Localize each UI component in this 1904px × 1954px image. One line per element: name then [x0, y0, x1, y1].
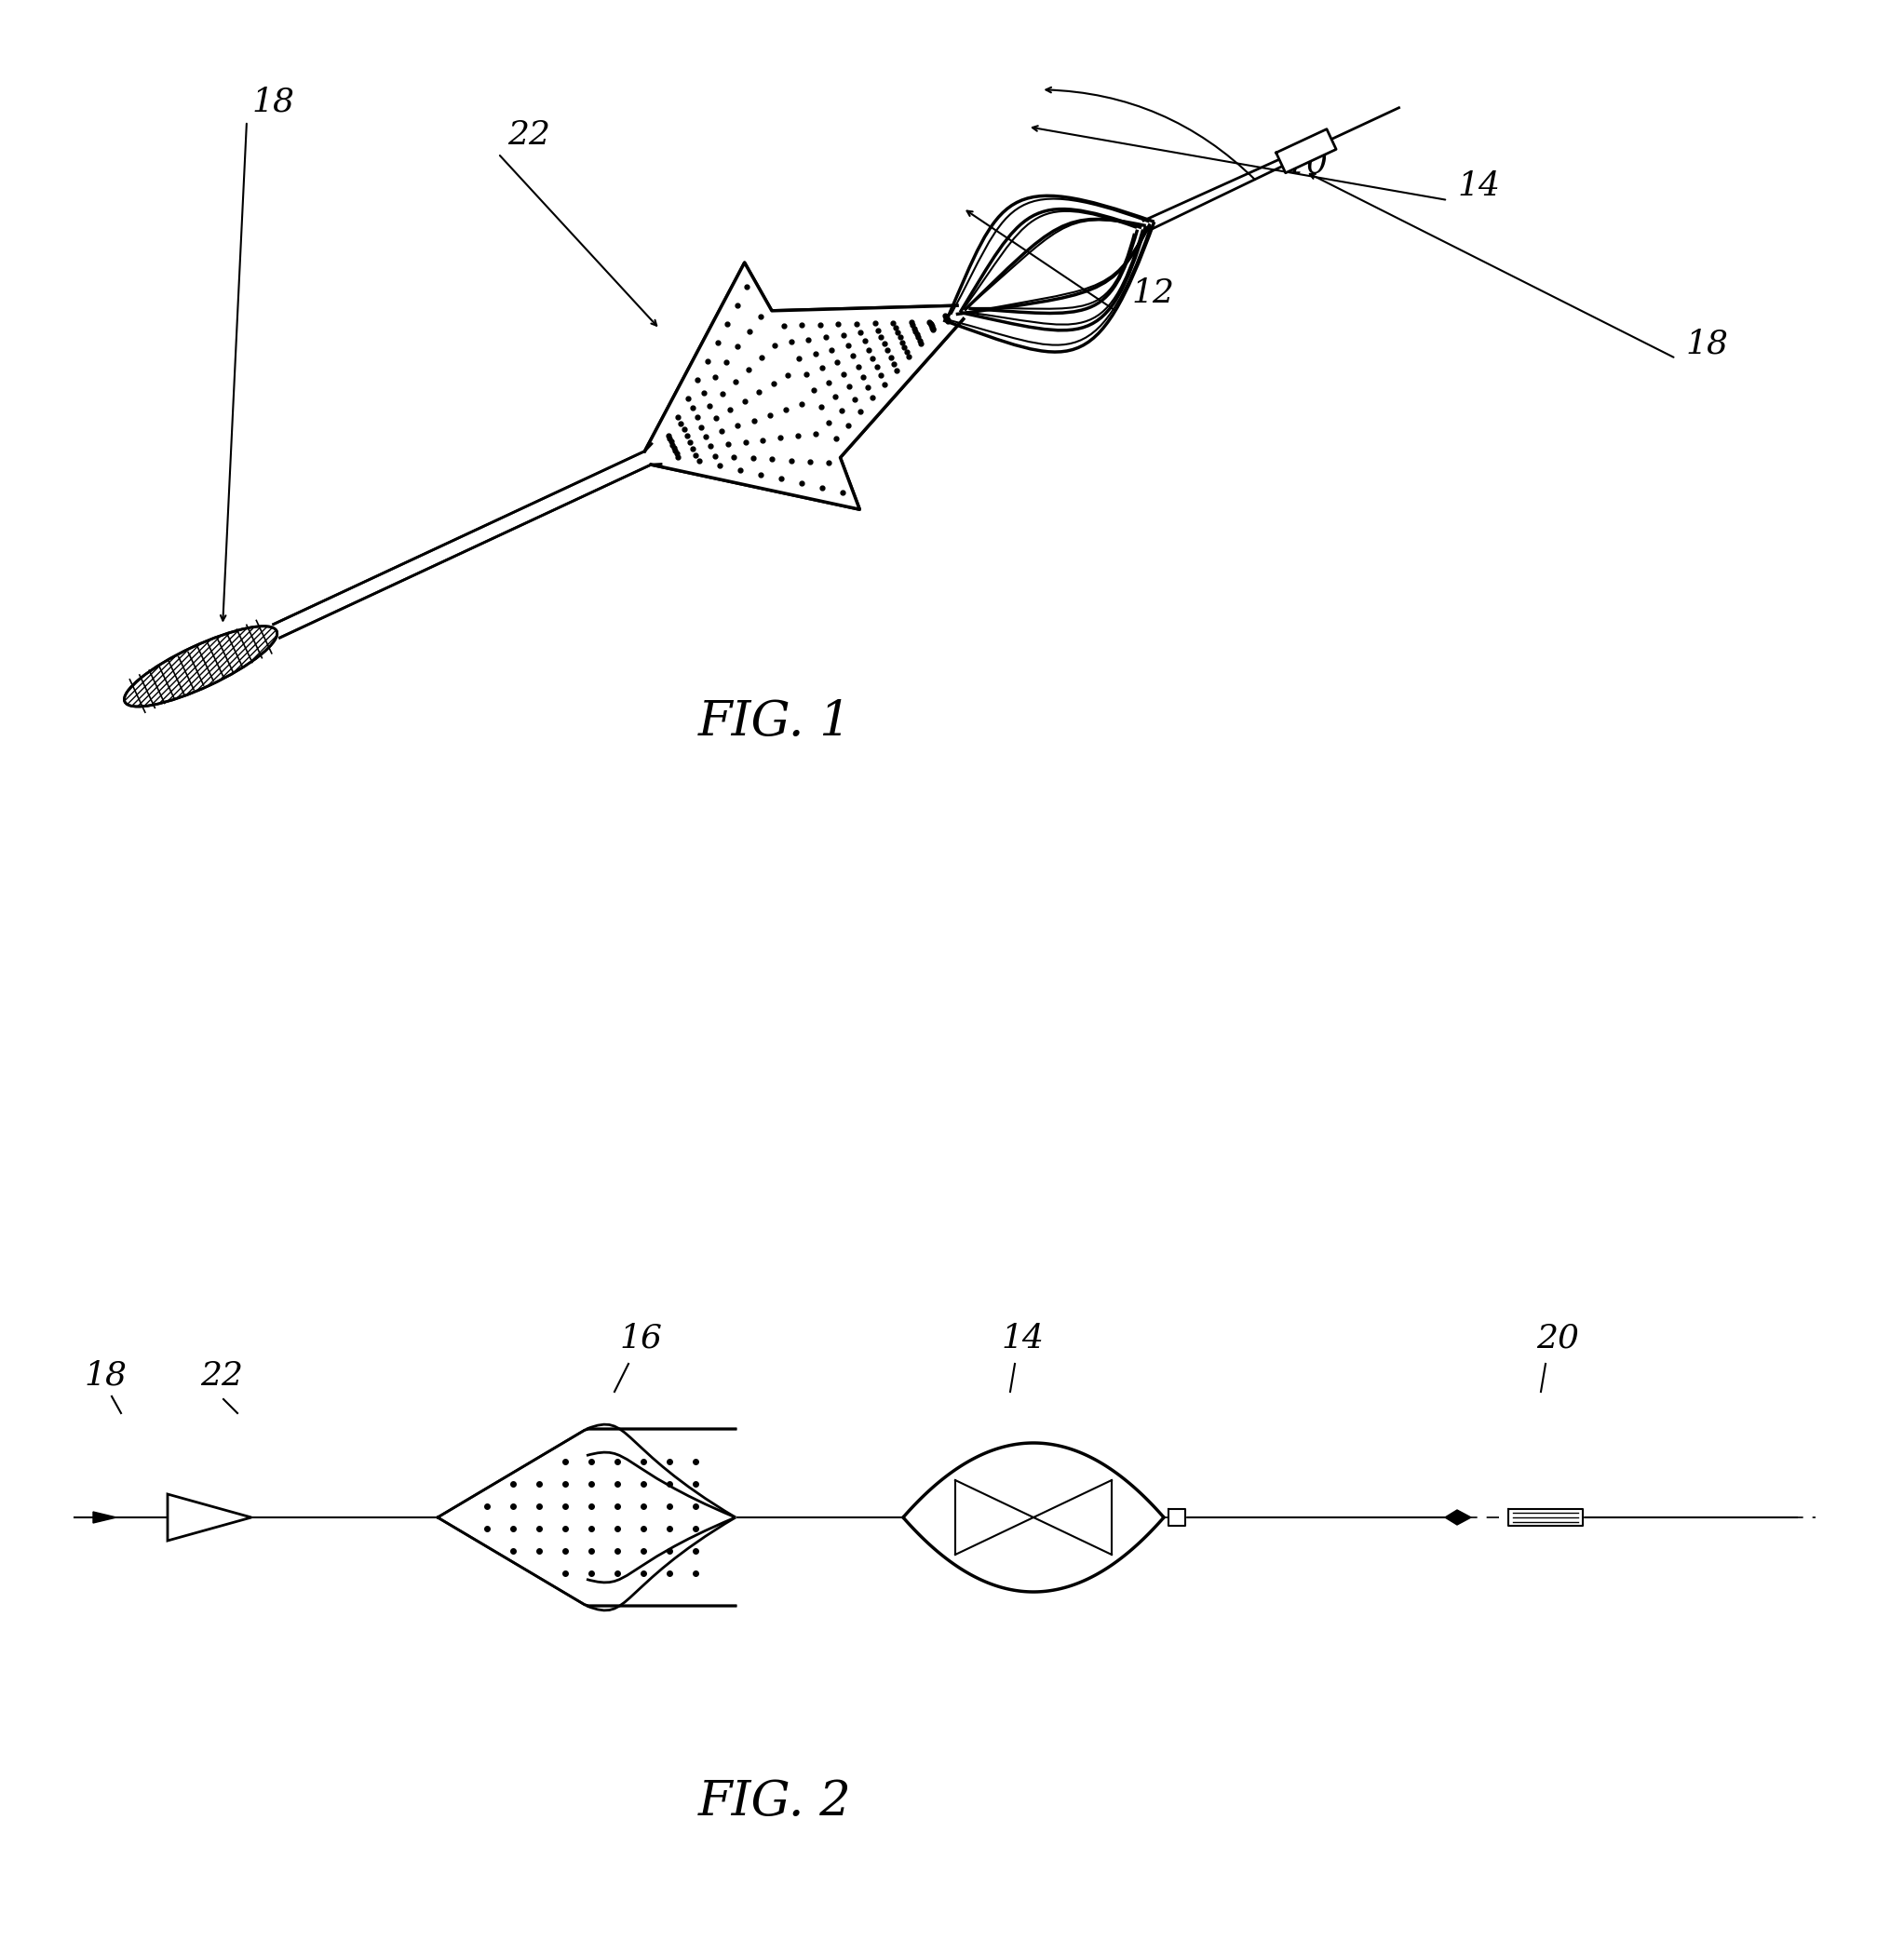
- Text: 14: 14: [1002, 1323, 1043, 1354]
- Text: 10: 10: [1285, 147, 1327, 178]
- Text: 18: 18: [1685, 328, 1729, 360]
- Polygon shape: [438, 1428, 735, 1606]
- Polygon shape: [645, 262, 963, 510]
- Text: 18: 18: [251, 86, 295, 119]
- Polygon shape: [1276, 129, 1337, 172]
- Text: 22: 22: [200, 1360, 244, 1391]
- Text: 12: 12: [1131, 277, 1175, 309]
- Text: FIG. 2: FIG. 2: [699, 1778, 851, 1825]
- Polygon shape: [1445, 1510, 1472, 1524]
- Polygon shape: [93, 1512, 116, 1522]
- Text: 14: 14: [1457, 170, 1500, 201]
- Polygon shape: [902, 1442, 1163, 1593]
- Polygon shape: [1169, 1508, 1184, 1526]
- Polygon shape: [168, 1495, 251, 1540]
- Text: 20: 20: [1537, 1323, 1578, 1354]
- Text: 16: 16: [619, 1323, 663, 1354]
- Text: 22: 22: [508, 119, 550, 150]
- Text: 18: 18: [84, 1360, 128, 1391]
- Polygon shape: [1508, 1508, 1582, 1526]
- Text: FIG. 1: FIG. 1: [699, 698, 851, 746]
